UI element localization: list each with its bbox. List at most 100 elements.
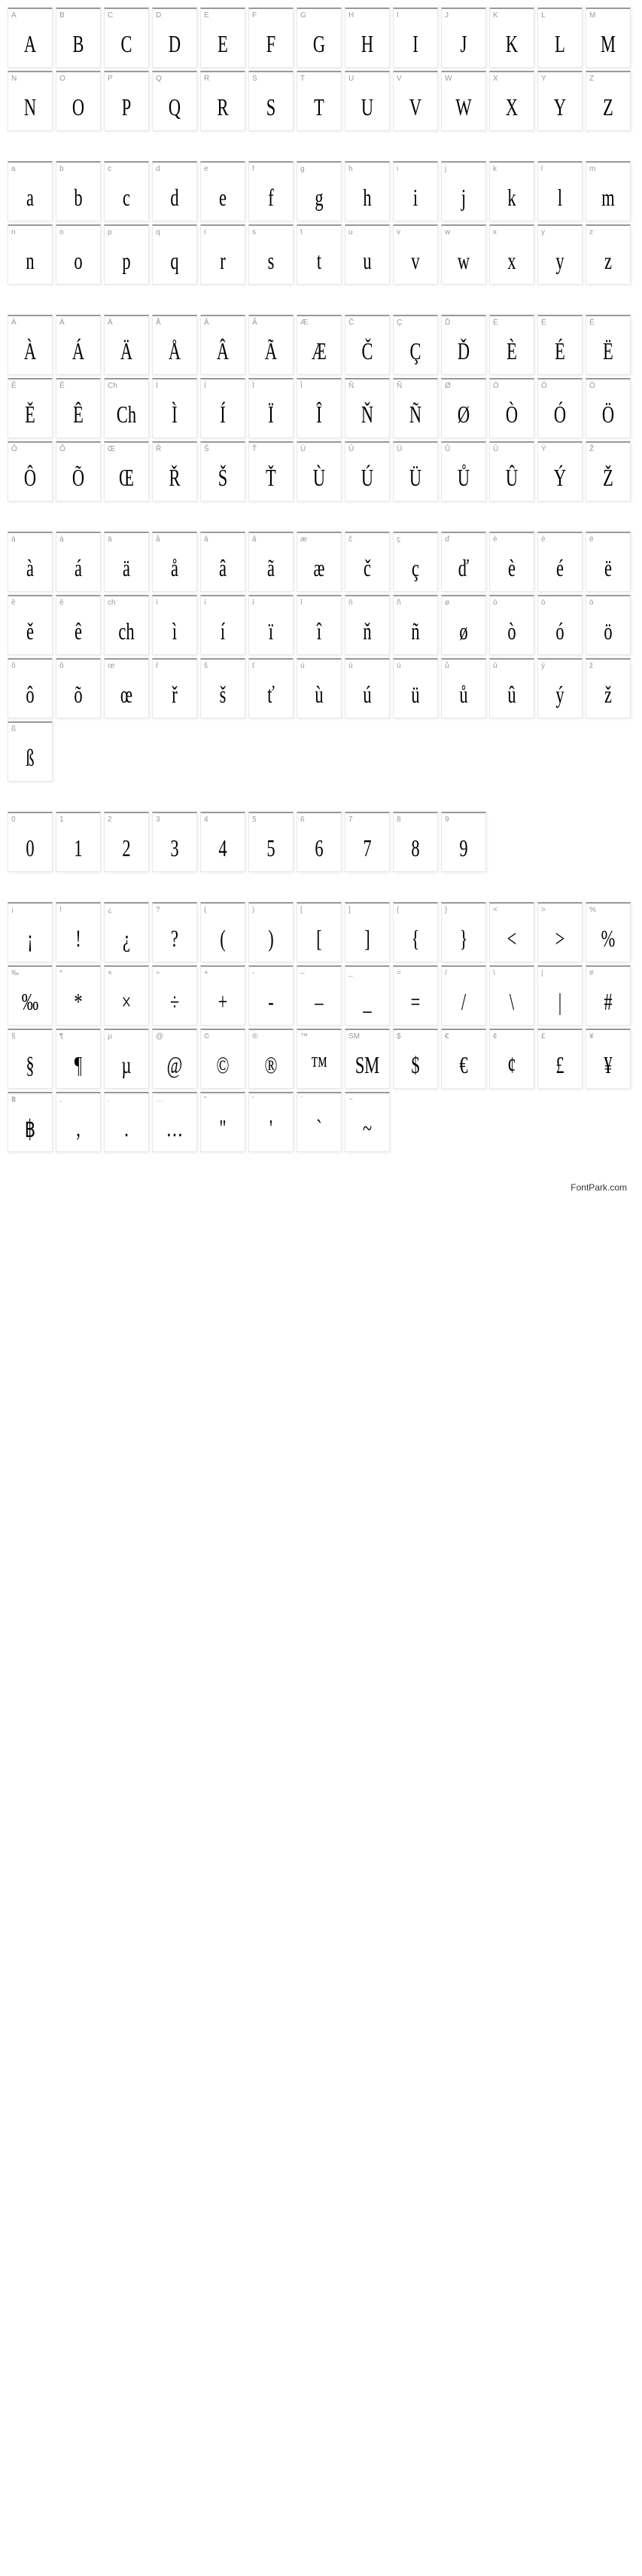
glyph-label: O — [56, 72, 100, 84]
glyph-char: ä — [111, 545, 142, 591]
glyph-char: + — [208, 979, 239, 1025]
glyph-label: ¡ — [8, 904, 52, 916]
glyph-char: Ň — [352, 392, 383, 437]
glyph-label: ? — [153, 904, 196, 916]
glyph-cell: "" — [200, 1092, 245, 1152]
glyph-label: Ç — [394, 316, 437, 328]
glyph-char: ú — [352, 672, 383, 718]
glyph-cell: ùù — [297, 658, 342, 718]
glyph-char: ô — [15, 672, 46, 718]
glyph-cell: ŒŒ — [104, 441, 149, 501]
glyph-label: â — [201, 533, 245, 545]
glyph-label: N — [8, 72, 52, 84]
glyph-char: ¢ — [497, 1042, 528, 1088]
glyph-cell: óó — [537, 595, 583, 655]
glyph-char: x — [497, 238, 528, 284]
glyph-cell: ©© — [200, 1029, 245, 1089]
glyph-cell: \\ — [489, 965, 534, 1026]
glyph-label: 1 — [56, 813, 100, 825]
glyph-char: * — [63, 979, 94, 1025]
glyph-cell: hh — [345, 161, 390, 221]
glyph-label: ' — [249, 1093, 293, 1105]
glyph-char: t — [304, 238, 335, 284]
glyph-cell: ää — [104, 532, 149, 592]
glyph-label: č — [345, 533, 389, 545]
glyph-cell: chch — [104, 595, 149, 655]
glyph-label: m — [586, 163, 630, 175]
glyph-label: B — [56, 9, 100, 21]
glyph-char: ch — [111, 608, 142, 654]
glyph-cell: ฿฿ — [8, 1092, 53, 1152]
glyph-cell: ÅÅ — [152, 315, 197, 375]
glyph-cell: ťť — [248, 658, 294, 718]
glyph-label: û — [490, 660, 534, 672]
glyph-label: õ — [56, 660, 100, 672]
glyph-label: - — [249, 967, 293, 979]
glyph-label: c — [105, 163, 148, 175]
glyph-char: # — [593, 979, 624, 1025]
glyph-label: T — [297, 72, 341, 84]
glyph-cell: ÓÓ — [537, 378, 583, 438]
glyph-char: Q — [160, 84, 190, 130]
glyph-char: V — [400, 84, 431, 130]
glyph-cell: TT — [297, 71, 342, 131]
glyph-cell: tt — [297, 224, 342, 285]
glyph-char: î — [304, 608, 335, 654]
glyph-cell: ØØ — [441, 378, 486, 438]
glyph-cell: kk — [489, 161, 534, 221]
glyph-cell: {{ — [393, 902, 438, 962]
glyph-cell: ÉÉ — [537, 315, 583, 375]
glyph-char: / — [449, 979, 479, 1025]
glyph-label: Ë — [586, 316, 630, 328]
glyph-cell: aa — [8, 161, 53, 221]
glyph-label: Ñ — [394, 380, 437, 392]
glyph-label: u — [345, 226, 389, 238]
glyph-cell: ®® — [248, 1029, 294, 1089]
glyph-cell: mm — [586, 161, 631, 221]
glyph-char: ý — [545, 672, 576, 718]
glyph-label: Y — [538, 72, 582, 84]
glyph-cell: ww — [441, 224, 486, 285]
glyph-label: 4 — [201, 813, 245, 825]
glyph-label: 2 — [105, 813, 148, 825]
glyph-char: æ — [304, 545, 335, 591]
glyph-char: c — [111, 175, 142, 221]
glyph-cell: LL — [537, 8, 583, 68]
glyph-char: õ — [63, 672, 94, 718]
glyph-char: W — [449, 84, 479, 130]
glyph-cell: ÚÚ — [345, 441, 390, 501]
glyph-cell: ]] — [345, 902, 390, 962]
glyph-cell: KK — [489, 8, 534, 68]
glyph-label: z — [586, 226, 630, 238]
glyph-label: w — [442, 226, 485, 238]
glyph-char: 7 — [352, 825, 383, 871]
glyph-cell: JJ — [441, 8, 486, 68]
glyph-char: < — [497, 916, 528, 962]
glyph-char: œ — [111, 672, 142, 718]
glyph-cell: ÒÒ — [489, 378, 534, 438]
glyph-label: ! — [56, 904, 100, 916]
glyph-cell: )) — [248, 902, 294, 962]
glyph-char: – — [304, 979, 335, 1025]
glyph-label: . — [105, 1093, 148, 1105]
glyph-char: ] — [352, 916, 383, 962]
glyph-cell: ÛÛ — [489, 441, 534, 501]
glyph-label: < — [490, 904, 534, 916]
glyph-label: Ô — [8, 443, 52, 455]
glyph-label: Ž — [586, 443, 630, 455]
glyph-cell: ¢¢ — [489, 1029, 534, 1089]
glyph-cell: §§ — [8, 1029, 53, 1089]
glyph-label: j — [442, 163, 485, 175]
glyph-char: Ã — [256, 328, 287, 374]
glyph-cell: ÑÑ — [393, 378, 438, 438]
glyph-char: ť — [256, 672, 287, 718]
glyph-label: k — [490, 163, 534, 175]
glyph-char: 3 — [160, 825, 190, 871]
glyph-label: Ú — [345, 443, 389, 455]
glyph-char: N — [15, 84, 46, 130]
glyph-label: y — [538, 226, 582, 238]
glyph-label: ¶ — [56, 1030, 100, 1042]
glyph-label: @ — [153, 1030, 196, 1042]
glyph-label: _ — [345, 967, 389, 979]
glyph-char: Ì — [160, 392, 190, 437]
